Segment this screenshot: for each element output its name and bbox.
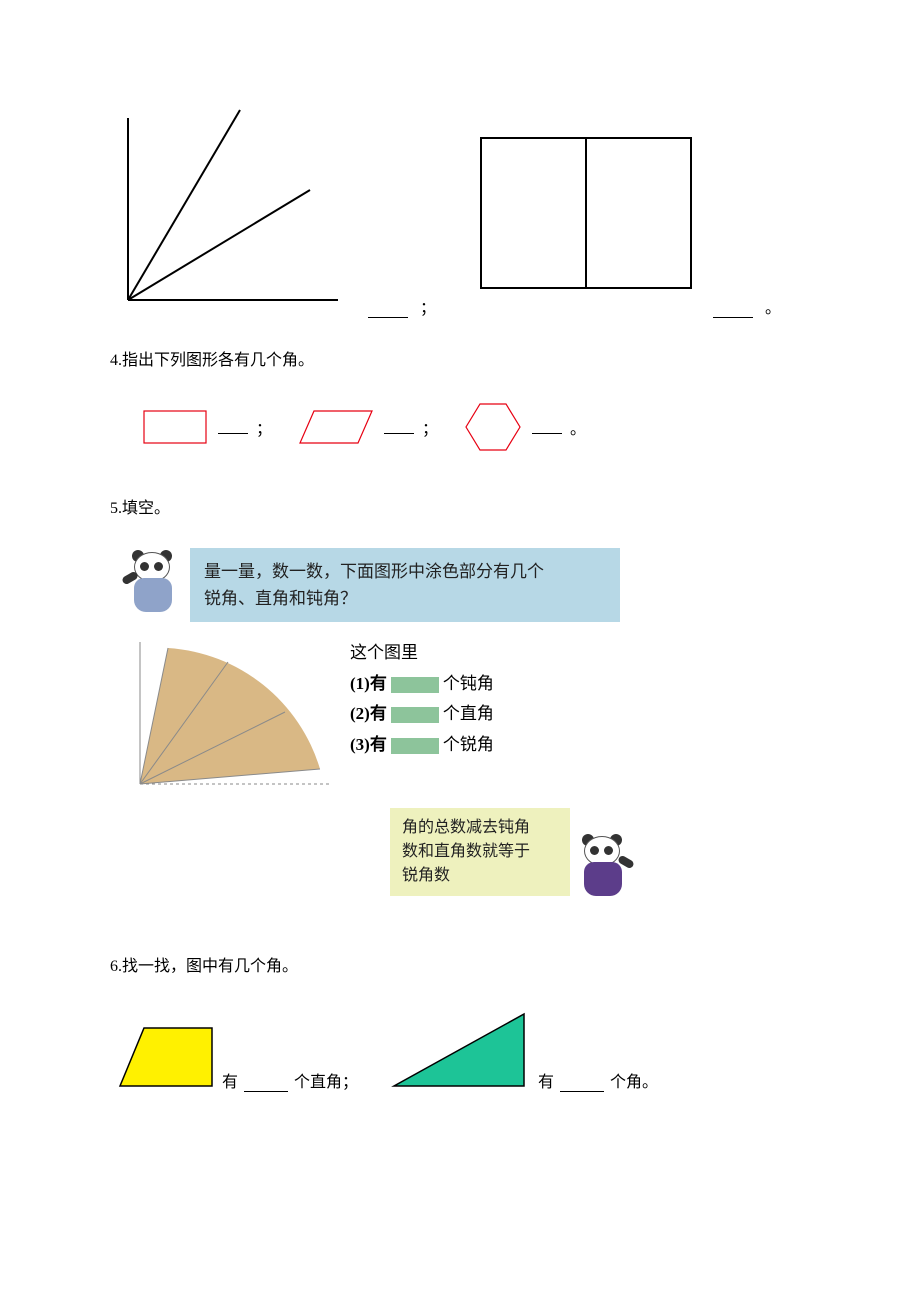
q6-title: 6.找一找，图中有几个角。 [110,952,810,976]
q5-title: 5.填空。 [110,494,810,518]
q5-block: 量一量，数一数，下面图形中涂色部分有几个 锐角、直角和钝角？ 这个图里 [110,548,810,912]
q4-blank-2[interactable] [384,420,414,434]
q5-item2-post: 个直角 [443,704,494,723]
q5-instruction-bubble: 量一量，数一数，下面图形中涂色部分有几个 锐角、直角和钝角？ [190,548,620,622]
q5-bubble-line1: 量一量，数一数，下面图形中涂色部分有几个 [204,562,544,581]
q3-sep-2: 。 [765,294,781,318]
q6-blank-2[interactable] [560,1078,604,1092]
q5-item-2: (2)有 个直角 [350,699,494,730]
q4-row: ； ； 。 [140,400,810,454]
q4-sep-3: 。 [570,415,586,439]
q6-row: 有 个直角； 有 个角。 [114,1006,810,1092]
q5-item-3: (3)有 个锐角 [350,730,494,761]
q5-blank-1[interactable] [391,677,439,693]
q5-header: 量一量，数一数，下面图形中涂色部分有几个 锐角、直角和钝角？ [120,548,810,628]
q5-item3-post: 个锐角 [443,735,494,754]
panda-icon-2 [570,832,640,912]
q5-list-title: 这个图里 [350,638,494,669]
q5-blank-2[interactable] [391,707,439,723]
q3-row: ； 。 [110,100,810,318]
q5-footer: 角的总数减去钝角 数和直角数就等于 锐角数 [390,808,810,912]
q4-blank-1[interactable] [218,420,248,434]
q4-sep-1: ； [256,415,272,439]
q5-item1-pre: (1)有 [350,674,387,693]
q6-trap-post: 个直角； [294,1068,358,1092]
worksheet-page: ； 。 4.指出下列图形各有几个角。 ； ； 。 [0,0,920,1152]
q6-blank-1[interactable] [244,1078,288,1092]
q6-shape-trapezoid [114,1022,218,1092]
q4-shape-rectangle [140,405,210,449]
q5-middle: 这个图里 (1)有 个钝角 (2)有 个直角 (3)有 个锐角 [110,634,810,804]
q5-item2-pre: (2)有 [350,704,387,723]
q5-hint-l1: 角的总数减去钝角 [402,819,530,836]
q4-shape-parallelogram [296,405,376,449]
q3-figure-angles [110,100,356,318]
q3-blank-1[interactable] [368,304,408,318]
q4-shape-hexagon [462,400,524,454]
q5-hint-l3: 锐角数 [402,867,450,884]
q6-tri-pre: 有 [538,1068,554,1092]
q4-sep-2: ； [422,415,438,439]
q5-item-1: (1)有 个钝角 [350,669,494,700]
q4-title: 4.指出下列图形各有几个角。 [110,346,810,370]
q6-tri-post: 个角。 [610,1068,658,1092]
q6-trap-pre: 有 [222,1068,238,1092]
q6-shape-triangle [384,1006,534,1092]
q5-item3-pre: (3)有 [350,735,387,754]
q5-fan-diagram [110,634,340,804]
q4-blank-3[interactable] [532,420,562,434]
q5-hint-bubble: 角的总数减去钝角 数和直角数就等于 锐角数 [390,808,570,896]
q5-item1-post: 个钝角 [443,674,494,693]
q5-answer-list: 这个图里 (1)有 个钝角 (2)有 个直角 (3)有 个锐角 [350,638,494,760]
q3-figure-rect [471,128,701,298]
q5-bubble-line2: 锐角、直角和钝角？ [204,589,357,608]
q5-hint-l2: 数和直角数就等于 [402,843,530,860]
q5-blank-3[interactable] [391,738,439,754]
q3-blank-2[interactable] [713,304,753,318]
panda-icon [120,548,190,628]
q3-sep-1: ； [420,294,436,318]
